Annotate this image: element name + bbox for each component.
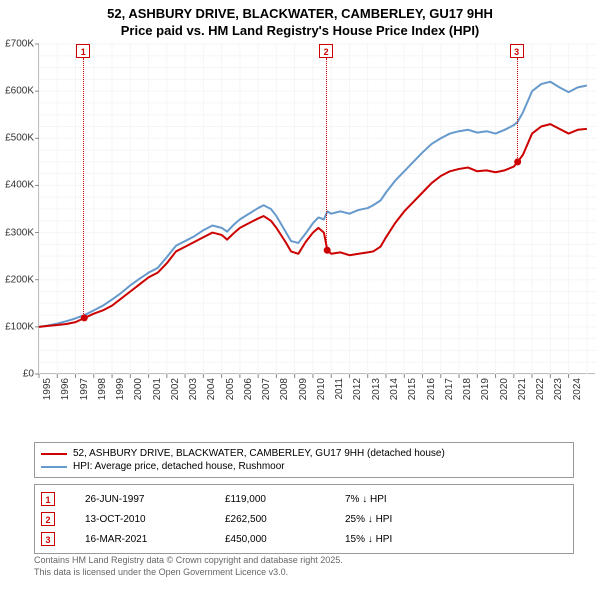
x-tick-label: 2009 [298, 378, 309, 418]
x-tick-label: 2010 [316, 378, 327, 418]
plot-svg [39, 44, 596, 374]
event-row: 2 13-OCT-2010 £262,500 25% ↓ HPI [41, 509, 567, 529]
event-delta: 15% ↓ HPI [345, 534, 455, 545]
footer: Contains HM Land Registry data © Crown c… [34, 555, 343, 578]
plot-area [38, 44, 595, 374]
y-tick-label: £100K [0, 321, 34, 332]
x-tick-label: 1996 [60, 378, 71, 418]
y-tick-label: £600K [0, 86, 34, 97]
x-tick-label: 2017 [444, 378, 455, 418]
events-table: 1 26-JUN-1997 £119,000 7% ↓ HPI 2 13-OCT-2010… [34, 484, 574, 554]
footer-line-2: This data is licensed under the Open Gov… [34, 567, 343, 579]
x-tick-label: 2012 [352, 378, 363, 418]
x-tick-label: 2014 [389, 378, 400, 418]
marker-box: 2 [319, 44, 333, 58]
footer-line-1: Contains HM Land Registry data © Crown c… [34, 555, 343, 567]
marker-box: 1 [76, 44, 90, 58]
marker-vline [326, 58, 327, 252]
legend-row-1: 52, ASHBURY DRIVE, BLACKWATER, CAMBERLEY… [41, 447, 567, 460]
x-tick-label: 2011 [334, 378, 345, 418]
y-tick-label: £0 [0, 369, 34, 380]
chart-container: 52, ASHBURY DRIVE, BLACKWATER, CAMBERLEY… [0, 0, 600, 590]
legend-swatch-2 [41, 466, 67, 468]
title-line-1: 52, ASHBURY DRIVE, BLACKWATER, CAMBERLEY… [0, 6, 600, 23]
event-date: 13-OCT-2010 [85, 514, 195, 525]
event-date: 26-JUN-1997 [85, 494, 195, 505]
x-tick-label: 2006 [243, 378, 254, 418]
x-tick-label: 2024 [572, 378, 583, 418]
x-tick-label: 2021 [517, 378, 528, 418]
legend-row-2: HPI: Average price, detached house, Rush… [41, 460, 567, 473]
y-tick-label: £200K [0, 274, 34, 285]
event-price: £450,000 [225, 534, 315, 545]
event-marker-box: 3 [41, 532, 55, 546]
x-tick-label: 1995 [42, 378, 53, 418]
x-tick-label: 1997 [79, 378, 90, 418]
x-tick-label: 2002 [170, 378, 181, 418]
event-marker-box: 1 [41, 492, 55, 506]
event-delta: 7% ↓ HPI [345, 494, 455, 505]
marker-vline [517, 58, 518, 164]
legend-label-1: 52, ASHBURY DRIVE, BLACKWATER, CAMBERLEY… [73, 448, 445, 459]
x-tick-label: 2013 [371, 378, 382, 418]
x-tick-label: 2023 [553, 378, 564, 418]
title-block: 52, ASHBURY DRIVE, BLACKWATER, CAMBERLEY… [0, 0, 600, 44]
x-tick-label: 2022 [535, 378, 546, 418]
x-tick-label: 2008 [279, 378, 290, 418]
legend-swatch-1 [41, 453, 67, 455]
x-tick-label: 2019 [480, 378, 491, 418]
event-price: £119,000 [225, 494, 315, 505]
x-tick-label: 2016 [426, 378, 437, 418]
event-row: 1 26-JUN-1997 £119,000 7% ↓ HPI [41, 489, 567, 509]
event-row: 3 16-MAR-2021 £450,000 15% ↓ HPI [41, 529, 567, 549]
legend: 52, ASHBURY DRIVE, BLACKWATER, CAMBERLEY… [34, 442, 574, 478]
marker-vline [83, 58, 84, 320]
event-price: £262,500 [225, 514, 315, 525]
chart-area: £0£100K£200K£300K£400K£500K£600K£700K 19… [0, 44, 600, 404]
event-marker-box: 2 [41, 512, 55, 526]
event-delta: 25% ↓ HPI [345, 514, 455, 525]
x-tick-label: 1998 [97, 378, 108, 418]
x-tick-label: 1999 [115, 378, 126, 418]
y-tick-label: £500K [0, 133, 34, 144]
y-tick-label: £300K [0, 227, 34, 238]
x-tick-label: 2001 [152, 378, 163, 418]
event-date: 16-MAR-2021 [85, 534, 195, 545]
title-line-2: Price paid vs. HM Land Registry's House … [0, 23, 600, 40]
x-tick-label: 2018 [462, 378, 473, 418]
y-tick-label: £700K [0, 39, 34, 50]
y-tick-label: £400K [0, 180, 34, 191]
x-tick-label: 2007 [261, 378, 272, 418]
x-tick-label: 2015 [407, 378, 418, 418]
x-tick-label: 2005 [225, 378, 236, 418]
x-tick-label: 2003 [188, 378, 199, 418]
x-tick-label: 2020 [499, 378, 510, 418]
legend-label-2: HPI: Average price, detached house, Rush… [73, 461, 285, 472]
x-tick-label: 2004 [206, 378, 217, 418]
x-tick-label: 2000 [133, 378, 144, 418]
marker-box: 3 [510, 44, 524, 58]
